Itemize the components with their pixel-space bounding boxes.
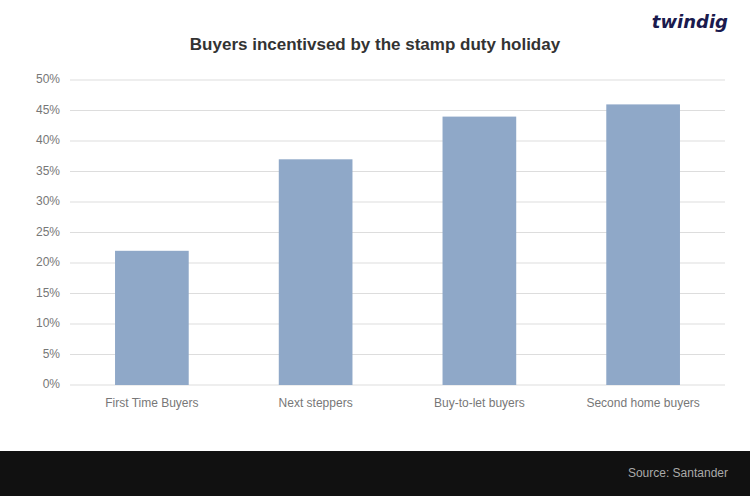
bar bbox=[606, 104, 680, 385]
x-tick-label: Second home buyers bbox=[586, 396, 699, 410]
y-tick-label: 35% bbox=[36, 164, 60, 178]
y-tick-label: 0% bbox=[43, 377, 61, 391]
background bbox=[0, 0, 750, 496]
y-tick-label: 5% bbox=[43, 347, 61, 361]
x-tick-label: First Time Buyers bbox=[105, 396, 198, 410]
y-tick-label: 25% bbox=[36, 225, 60, 239]
bar bbox=[443, 117, 517, 385]
bars bbox=[115, 104, 680, 385]
y-tick-label: 45% bbox=[36, 103, 60, 117]
y-tick-label: 30% bbox=[36, 194, 60, 208]
bar bbox=[115, 251, 189, 385]
y-tick-label: 50% bbox=[36, 72, 60, 86]
y-axis: 0% 5% 10% 15% 20% 25% 30% 35% 40% 45% 50% bbox=[36, 72, 725, 391]
title: Buyers incentivsed by the stamp duty hol… bbox=[190, 35, 561, 54]
source-text: Source: Santander bbox=[628, 466, 728, 480]
y-tick-label: 40% bbox=[36, 133, 60, 147]
y-tick-label: 15% bbox=[36, 286, 60, 300]
x-tick-label: Next steppers bbox=[279, 396, 353, 410]
footer bbox=[0, 451, 750, 496]
chart: 0% 5% 10% 15% 20% 25% 30% 35% 40% 45% 50% First Tim… bbox=[0, 0, 750, 496]
grid-line bbox=[70, 80, 725, 81]
x-axis: First Time Buyers Next steppers Buy-to-let… bbox=[105, 396, 700, 410]
y-tick-label: 20% bbox=[36, 255, 60, 269]
bar bbox=[279, 159, 353, 385]
y-tick-label: 10% bbox=[36, 316, 60, 330]
logo-text: twindig bbox=[652, 11, 728, 32]
x-tick-label: Buy-to-let buyers bbox=[434, 396, 525, 410]
